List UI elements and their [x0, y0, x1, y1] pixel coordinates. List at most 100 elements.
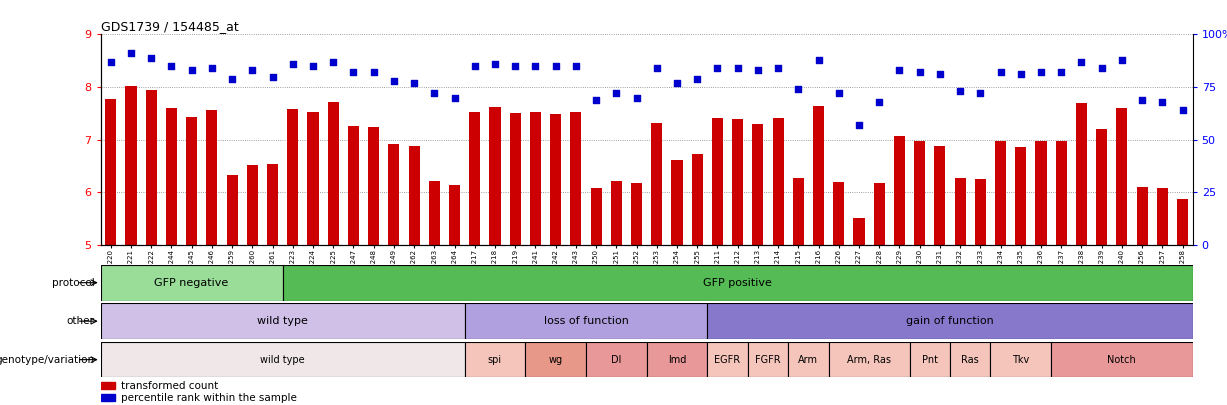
Bar [227, 175, 238, 245]
Bar [550, 114, 561, 245]
Point [202, 65, 222, 71]
Text: GFP positive: GFP positive [703, 278, 772, 288]
Bar [793, 178, 804, 245]
Point [849, 122, 869, 128]
Bar [530, 112, 541, 245]
Bar [1015, 147, 1026, 245]
Bar [631, 183, 642, 245]
Point [1112, 56, 1131, 63]
Bar [990, 342, 1052, 377]
Point [829, 90, 849, 97]
Point [141, 54, 161, 61]
Bar [1096, 129, 1107, 245]
Text: Pnt: Pnt [921, 355, 937, 364]
Point [930, 71, 950, 78]
Bar [914, 141, 925, 245]
Bar [647, 342, 707, 377]
Text: transformed count: transformed count [120, 381, 218, 390]
Text: GDS1739 / 154485_at: GDS1739 / 154485_at [101, 20, 238, 33]
Bar [1052, 342, 1193, 377]
Bar [814, 106, 825, 245]
Point [566, 63, 585, 69]
Bar [469, 112, 480, 245]
Bar [206, 110, 217, 245]
Bar [571, 112, 582, 245]
Bar [449, 185, 460, 245]
Point [687, 75, 707, 82]
Point [1133, 96, 1152, 103]
Point [1173, 107, 1193, 113]
Text: Ras: Ras [961, 355, 979, 364]
Point [182, 67, 201, 73]
Bar [146, 90, 157, 245]
Point [950, 88, 969, 94]
Point [546, 63, 566, 69]
Bar [328, 102, 339, 245]
Bar [590, 188, 601, 245]
Bar [587, 342, 647, 377]
Point [909, 69, 929, 76]
Text: spi: spi [488, 355, 502, 364]
Bar [1117, 108, 1128, 245]
Point [587, 96, 606, 103]
Bar [747, 342, 788, 377]
Point [444, 94, 464, 101]
Point [1071, 59, 1091, 65]
Text: FGFR: FGFR [755, 355, 780, 364]
Point [324, 59, 344, 65]
Point [870, 98, 890, 105]
Bar [101, 382, 115, 389]
Text: Arm: Arm [799, 355, 818, 364]
Point [667, 80, 687, 86]
Text: loss of function: loss of function [544, 316, 628, 326]
Bar [465, 342, 525, 377]
Point [748, 67, 768, 73]
Bar [347, 126, 360, 245]
Bar [833, 182, 844, 245]
Bar [282, 265, 1193, 301]
Text: percentile rank within the sample: percentile rank within the sample [120, 393, 297, 403]
Point [485, 61, 504, 67]
Bar [909, 342, 950, 377]
Point [404, 80, 423, 86]
Point [1031, 69, 1050, 76]
Bar [428, 181, 439, 245]
Text: wild type: wild type [260, 355, 306, 364]
Text: wg: wg [548, 355, 563, 364]
Bar [101, 394, 115, 401]
Text: GFP negative: GFP negative [155, 278, 228, 288]
Point [990, 69, 1010, 76]
Point [627, 94, 647, 101]
Bar [995, 141, 1006, 245]
Bar [1177, 199, 1188, 245]
Bar [1136, 187, 1147, 245]
Point [1152, 98, 1172, 105]
Bar [712, 117, 723, 245]
Bar [465, 303, 707, 339]
Bar [874, 183, 885, 245]
Bar [1076, 103, 1087, 245]
Bar [267, 164, 279, 245]
Bar [490, 107, 501, 245]
Bar [955, 178, 966, 245]
Point [283, 61, 303, 67]
Point [525, 63, 545, 69]
Bar [247, 165, 258, 245]
Bar [187, 117, 198, 245]
Point [384, 77, 404, 84]
Bar [733, 119, 744, 245]
Text: protocol: protocol [52, 278, 94, 288]
Point [728, 65, 747, 71]
Point [1011, 71, 1031, 78]
Point [971, 90, 990, 97]
Bar [854, 217, 865, 245]
Point [162, 63, 182, 69]
Text: Arm, Ras: Arm, Ras [847, 355, 891, 364]
Bar [788, 342, 828, 377]
Bar [125, 86, 136, 245]
Bar [106, 99, 117, 245]
Point [809, 56, 828, 63]
Text: gain of function: gain of function [906, 316, 994, 326]
Bar [828, 342, 909, 377]
Bar [652, 123, 663, 245]
